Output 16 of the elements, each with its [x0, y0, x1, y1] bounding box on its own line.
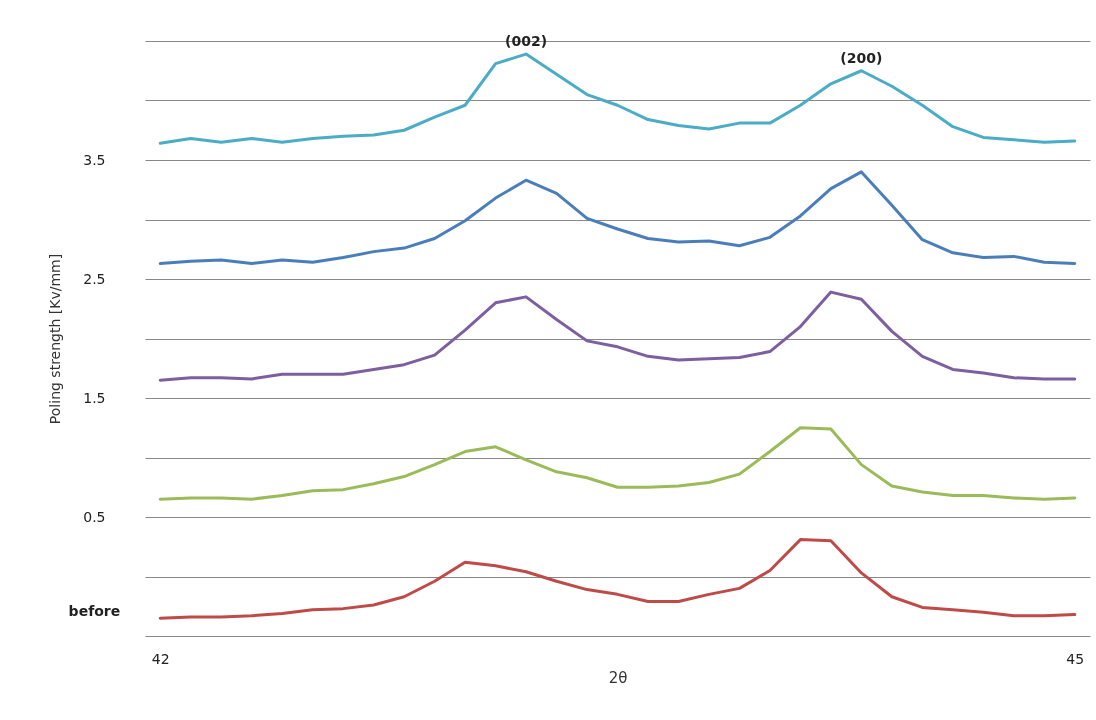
annotation: (200) — [840, 49, 883, 66]
line-series — [158, 170, 1077, 266]
line-series — [158, 290, 1077, 382]
y-tick-label: 0.5 — [83, 508, 106, 525]
text: before — [68, 603, 121, 620]
y-tick-label: 2.5 — [83, 270, 106, 287]
y-tick-label: 3.5 — [83, 151, 106, 168]
line-series — [158, 52, 1077, 145]
y-axis-title: Poling strength [Kv/mm] — [47, 253, 64, 425]
y-tick-label: 1.5 — [83, 389, 106, 406]
annotation: (002) — [505, 33, 548, 50]
line-series — [158, 538, 1077, 620]
x-tick-label: 42 — [151, 650, 170, 667]
x-tick-label: 45 — [1066, 650, 1085, 667]
line-series — [158, 426, 1077, 501]
x-axis-title: 2θ — [608, 668, 628, 687]
